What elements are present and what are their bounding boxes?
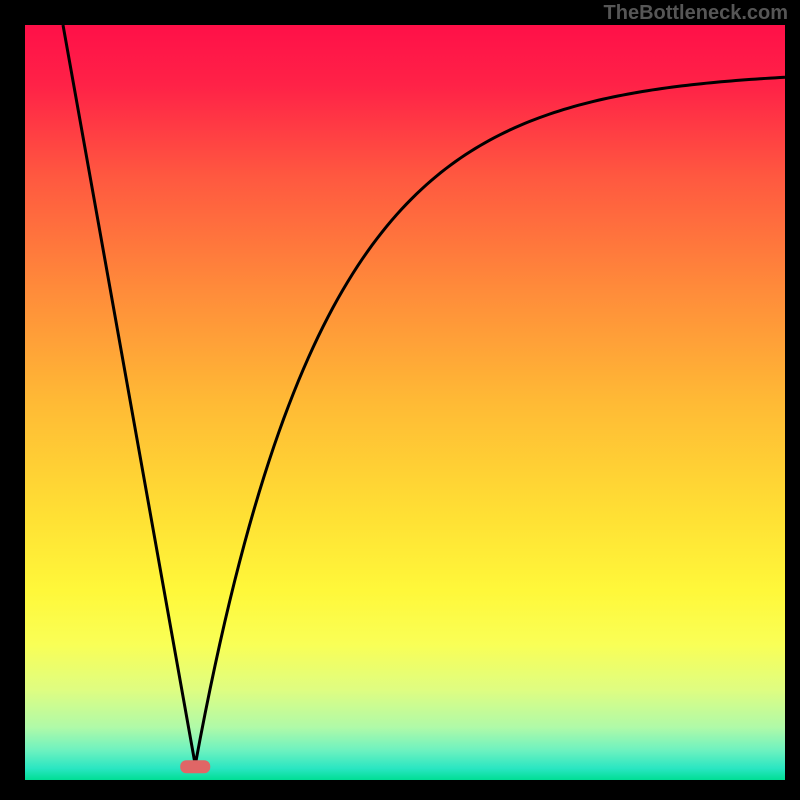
watermark-text: TheBottleneck.com (604, 2, 788, 25)
axis-left (0, 0, 25, 800)
chart-container: TheBottleneck.com (0, 0, 800, 800)
bottleneck-curve (25, 25, 785, 780)
axis-right (785, 0, 800, 800)
optimal-point-marker (180, 760, 210, 773)
axis-bottom (0, 780, 800, 800)
plot-area (25, 25, 785, 780)
